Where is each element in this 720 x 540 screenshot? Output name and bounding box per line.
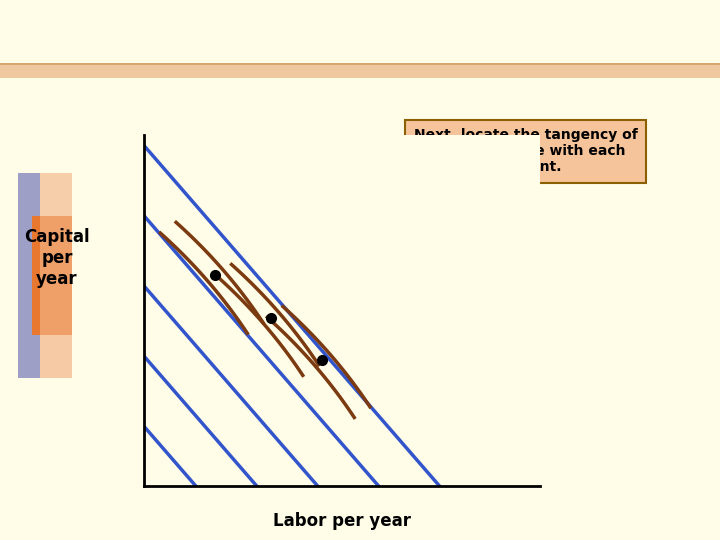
Text: Capital
per
year: Capital per year [24, 228, 90, 288]
Bar [40, 216, 72, 378]
Bar [32, 216, 72, 335]
Bar [0, 63, 720, 65]
Bar [0, 65, 720, 78]
Text: Labor per year: Labor per year [273, 512, 411, 530]
Bar [18, 173, 72, 378]
Bar [18, 173, 40, 378]
Text: Next, locate the tangency of
the isocost line with each
isoquant.: Next, locate the tangency of the isocost… [414, 128, 637, 174]
